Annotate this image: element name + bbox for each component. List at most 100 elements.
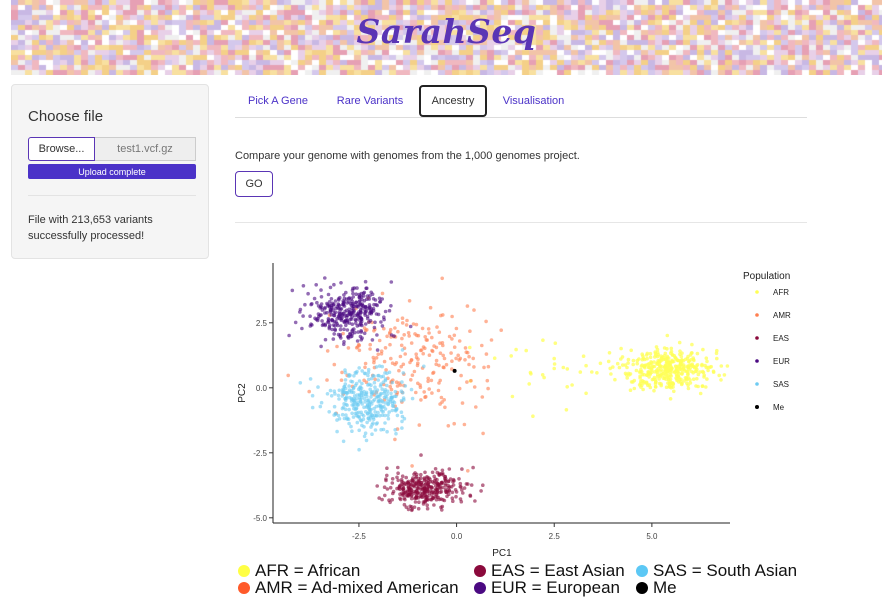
point-afr bbox=[634, 368, 639, 373]
point-afr bbox=[527, 382, 531, 386]
point-eur bbox=[350, 328, 355, 332]
point-eur bbox=[362, 290, 367, 295]
point-afr bbox=[595, 371, 599, 375]
point-amr bbox=[471, 356, 475, 361]
point-afr bbox=[468, 345, 472, 350]
tab-visualisation[interactable]: Visualisation bbox=[502, 95, 565, 107]
tab-ancestry[interactable]: Ancestry bbox=[419, 85, 487, 117]
point-afr bbox=[565, 367, 570, 371]
point-sas bbox=[387, 370, 392, 375]
go-button[interactable]: GO bbox=[235, 171, 273, 197]
tab-rare-variants[interactable]: Rare Variants bbox=[336, 95, 404, 107]
point-amr bbox=[450, 314, 454, 319]
point-eas bbox=[446, 483, 450, 488]
point-eur bbox=[303, 302, 307, 307]
point-eas bbox=[412, 505, 417, 509]
point-afr bbox=[615, 361, 620, 366]
point-eas bbox=[419, 495, 424, 499]
point-eur bbox=[319, 305, 324, 310]
point-eur bbox=[326, 317, 331, 321]
file-name-field[interactable]: test1.vcf.gz bbox=[95, 137, 196, 161]
point-afr bbox=[510, 394, 515, 399]
point-amr bbox=[436, 388, 441, 393]
point-eas bbox=[426, 494, 430, 498]
point-eas bbox=[479, 489, 483, 493]
point-eur bbox=[323, 305, 327, 310]
legend-label-eur: EUR bbox=[773, 357, 790, 366]
point-afr bbox=[665, 333, 670, 338]
point-eur bbox=[345, 301, 349, 305]
point-sas bbox=[403, 384, 408, 388]
point-eas bbox=[443, 483, 448, 488]
point-afr bbox=[620, 363, 625, 367]
point-amr bbox=[388, 327, 393, 332]
point-afr bbox=[669, 380, 673, 385]
point-sas bbox=[340, 406, 345, 411]
point-eur bbox=[314, 283, 318, 287]
point-amr bbox=[325, 378, 329, 382]
point-amr bbox=[435, 325, 439, 329]
point-amr bbox=[460, 401, 465, 405]
point-sas bbox=[318, 404, 323, 409]
tab-pick-a-gene[interactable]: Pick A Gene bbox=[248, 95, 308, 107]
legend-key-amr bbox=[755, 313, 759, 317]
point-eas bbox=[419, 472, 423, 477]
point-eur bbox=[377, 296, 382, 301]
point-sas bbox=[298, 381, 303, 385]
point-eur bbox=[326, 292, 331, 297]
point-eas bbox=[425, 503, 429, 507]
point-afr bbox=[609, 372, 613, 376]
point-eas bbox=[388, 485, 393, 490]
point-amr bbox=[456, 353, 460, 358]
point-sas bbox=[374, 365, 379, 369]
point-amr bbox=[400, 321, 405, 325]
point-amr bbox=[414, 322, 419, 327]
point-eas bbox=[435, 488, 439, 492]
point-afr bbox=[611, 365, 615, 369]
point-eas bbox=[451, 480, 455, 484]
point-eur bbox=[332, 282, 336, 287]
app-title: SarahSeq bbox=[356, 12, 537, 51]
point-amr bbox=[486, 386, 490, 391]
point-amr bbox=[457, 339, 462, 343]
point-afr bbox=[687, 359, 691, 363]
point-afr bbox=[662, 346, 667, 350]
point-eas bbox=[440, 508, 444, 512]
point-amr bbox=[450, 337, 454, 341]
point-amr bbox=[449, 351, 453, 355]
point-amr bbox=[472, 385, 477, 389]
point-amr bbox=[480, 395, 485, 399]
point-sas bbox=[375, 421, 379, 425]
point-eur bbox=[319, 344, 323, 349]
point-eas bbox=[434, 497, 439, 502]
point-sas bbox=[336, 413, 341, 418]
point-eur bbox=[306, 291, 310, 296]
point-eur bbox=[354, 292, 358, 296]
browse-button[interactable]: Browse... bbox=[28, 137, 95, 161]
point-sas bbox=[387, 410, 391, 414]
point-sas bbox=[366, 367, 371, 372]
point-eur bbox=[365, 286, 369, 290]
point-afr bbox=[668, 377, 673, 382]
point-sas bbox=[363, 392, 367, 396]
point-afr bbox=[629, 380, 634, 384]
point-afr bbox=[665, 371, 669, 376]
point-afr bbox=[664, 366, 669, 370]
point-amr bbox=[457, 386, 462, 391]
point-eur bbox=[367, 311, 372, 316]
point-eas bbox=[460, 467, 464, 471]
point-afr bbox=[715, 348, 719, 353]
point-amr bbox=[389, 356, 393, 361]
point-eur bbox=[408, 324, 413, 329]
point-afr bbox=[705, 359, 709, 364]
point-eas bbox=[430, 470, 435, 475]
point-afr bbox=[666, 381, 670, 385]
point-amr bbox=[438, 351, 443, 355]
point-sas bbox=[337, 397, 341, 401]
point-afr bbox=[625, 376, 629, 380]
point-afr bbox=[623, 371, 628, 376]
point-sas bbox=[376, 378, 380, 382]
point-amr bbox=[388, 342, 392, 347]
point-eur bbox=[372, 325, 377, 330]
point-sas bbox=[402, 398, 406, 402]
